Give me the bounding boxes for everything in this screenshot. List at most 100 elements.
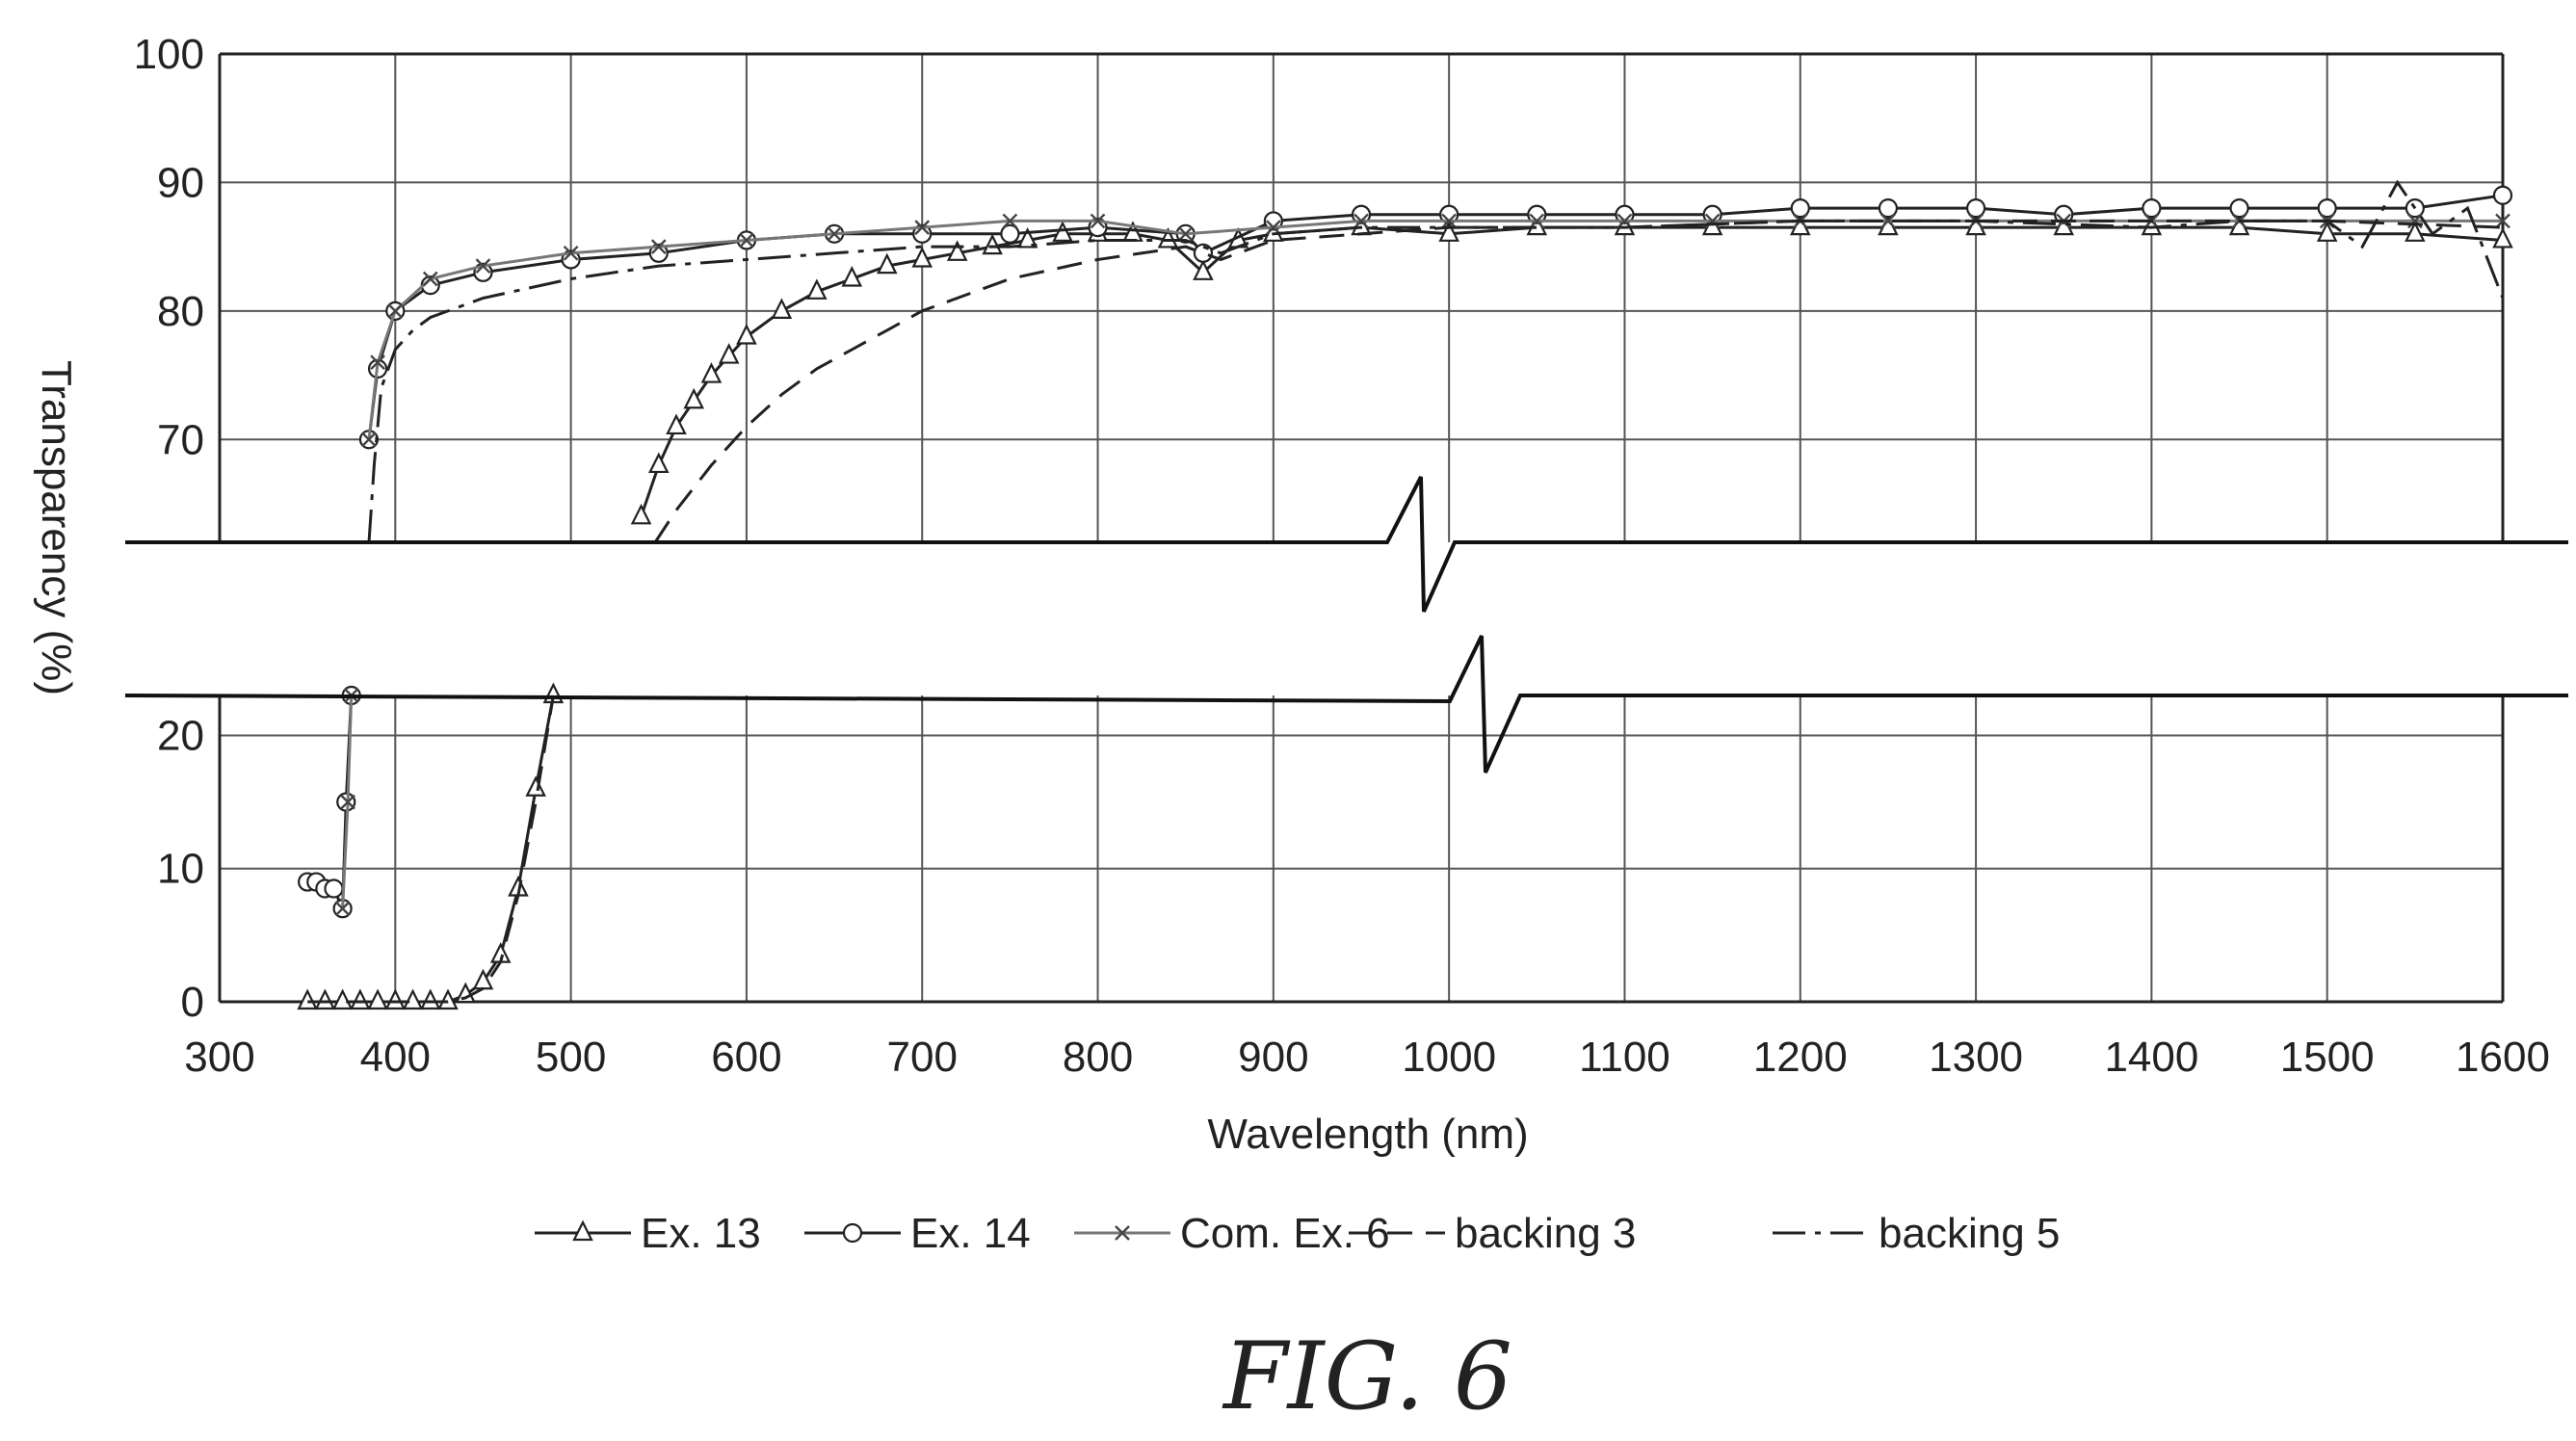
marker-triangle	[419, 988, 441, 1010]
marker-circle	[842, 1222, 863, 1244]
marker-triangle	[683, 387, 705, 409]
x-tick-label: 1600	[2456, 1034, 2550, 1081]
y-tick-label: 10	[157, 846, 204, 893]
x-tick-label: 1000	[1402, 1034, 1496, 1081]
marker-triangle	[911, 247, 933, 268]
marker-circle	[648, 243, 669, 263]
marker-x	[1090, 213, 1106, 229]
legend-label: Ex. 14	[910, 1210, 1031, 1257]
marker-triangle	[1193, 259, 1214, 280]
series-line	[640, 225, 2504, 517]
marker-triangle	[2492, 227, 2513, 249]
marker-x	[1529, 213, 1545, 229]
y-tick-label: 90	[157, 159, 204, 206]
y-tick-label: 80	[157, 288, 204, 335]
marker-triangle	[630, 503, 652, 525]
legend: Ex. 13 Ex. 14 Com. Ex. 6 backing 3 backing 5	[535, 1210, 2060, 1257]
x-tick-label: 1300	[1929, 1034, 2023, 1081]
marker-x	[370, 354, 385, 371]
marker-x	[1354, 213, 1369, 229]
marker-triangle	[572, 1219, 593, 1242]
legend-label: backing 5	[1879, 1210, 2060, 1257]
marker-triangle	[350, 988, 371, 1010]
x-tick-label: 1100	[1579, 1034, 1670, 1081]
marker-x	[1880, 213, 1896, 229]
marker-x	[387, 302, 404, 319]
marker-x	[475, 258, 491, 274]
x-axis-title: Wavelength (nm)	[1207, 1111, 1528, 1158]
marker-x	[1441, 213, 1457, 229]
marker-triangle	[946, 240, 968, 261]
marker-circle	[1878, 198, 1899, 219]
x-tick-labels: 300 400 500 600 700 800 900 1000 1100 1200 1300 140…	[184, 1034, 2550, 1081]
marker-circle	[2229, 198, 2249, 219]
marker-triangle	[297, 988, 318, 1010]
series-3	[307, 219, 2504, 1004]
marker-triangle	[982, 233, 1003, 255]
marker-circle	[2142, 198, 2162, 219]
y-tick-label: 20	[157, 712, 204, 759]
y-axis-title: Transparency (%)	[33, 360, 80, 695]
marker-x	[914, 220, 931, 235]
marker-circle	[1351, 204, 1372, 224]
marker-triangle	[331, 988, 354, 1010]
x-tick-label: 1400	[2104, 1034, 2198, 1081]
marker-circle	[2317, 198, 2337, 219]
grid-lower	[219, 695, 2504, 1003]
marker-triangle	[367, 988, 388, 1010]
marker-circle	[1088, 218, 1108, 238]
marker-triangle	[314, 988, 336, 1010]
series-line	[653, 219, 2504, 543]
marker-circle	[324, 878, 344, 899]
y-tick-labels: 70 80 90 100 0 10 20	[134, 31, 204, 1026]
marker-triangle	[771, 298, 793, 319]
marker-triangle	[1157, 227, 1179, 249]
figure-caption: FIG. 6	[1222, 1323, 1512, 1430]
marker-circle	[2054, 204, 2074, 224]
marker-x	[1115, 1225, 1130, 1241]
marker-circle	[1000, 223, 1020, 244]
x-tick-label: 600	[711, 1034, 781, 1081]
marker-circle	[336, 792, 356, 812]
marker-circle	[1439, 204, 1459, 224]
marker-triangle	[384, 988, 407, 1010]
series-4	[367, 179, 2505, 543]
y-tick-label: 0	[181, 979, 204, 1026]
break-line-lower	[124, 635, 2568, 773]
legend-label: backing 3	[1455, 1210, 1636, 1257]
x-tick-label: 300	[184, 1034, 254, 1081]
marker-x	[563, 245, 579, 261]
marker-circle	[912, 223, 933, 244]
series-0	[297, 214, 2513, 1010]
marker-triangle	[647, 452, 670, 474]
marker-triangle	[700, 362, 723, 383]
marker-x	[650, 239, 667, 254]
grid-upper	[219, 53, 2504, 542]
marker-x	[1002, 213, 1018, 229]
x-tick-label: 1500	[2280, 1034, 2375, 1081]
series-line	[307, 694, 555, 1004]
marker-triangle	[806, 278, 828, 300]
y-tick-label: 100	[134, 31, 204, 78]
marker-triangle	[525, 775, 546, 797]
marker-triangle	[437, 988, 459, 1010]
marker-x	[422, 271, 438, 287]
y-tick-label: 70	[157, 416, 204, 463]
marker-circle	[561, 249, 581, 270]
marker-x	[334, 901, 351, 917]
x-tick-label: 900	[1238, 1034, 1308, 1081]
marker-x	[361, 432, 377, 448]
plot-frame	[218, 52, 2505, 1004]
marker-x	[1177, 225, 1194, 242]
x-tick-label: 700	[887, 1034, 958, 1081]
marker-triangle	[1438, 221, 1459, 242]
marker-triangle	[402, 988, 424, 1010]
x-tick-label: 1200	[1753, 1034, 1848, 1081]
series-line	[367, 179, 2505, 543]
marker-triangle	[841, 266, 863, 287]
x-tick-label: 400	[360, 1034, 431, 1081]
marker-triangle	[876, 252, 898, 275]
marker-circle	[1193, 243, 1214, 263]
marker-triangle	[2405, 221, 2426, 242]
